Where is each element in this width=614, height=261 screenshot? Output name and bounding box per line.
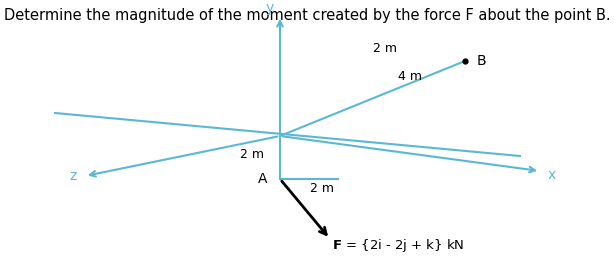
Text: $\mathbf{F}$ = {2i - 2j + k} kN: $\mathbf{F}$ = {2i - 2j + k} kN	[332, 238, 464, 254]
Text: y: y	[266, 1, 274, 15]
Text: B: B	[477, 54, 487, 68]
Text: z: z	[69, 169, 77, 183]
Text: A: A	[257, 172, 267, 186]
Text: Determine the magnitude of the moment created by the force F about the point B.: Determine the magnitude of the moment cr…	[4, 8, 610, 23]
Text: 2 m: 2 m	[240, 149, 264, 162]
Text: x: x	[548, 168, 556, 182]
Text: 4 m: 4 m	[398, 70, 422, 84]
Text: 2 m: 2 m	[310, 182, 334, 195]
Text: 2 m: 2 m	[373, 41, 397, 55]
